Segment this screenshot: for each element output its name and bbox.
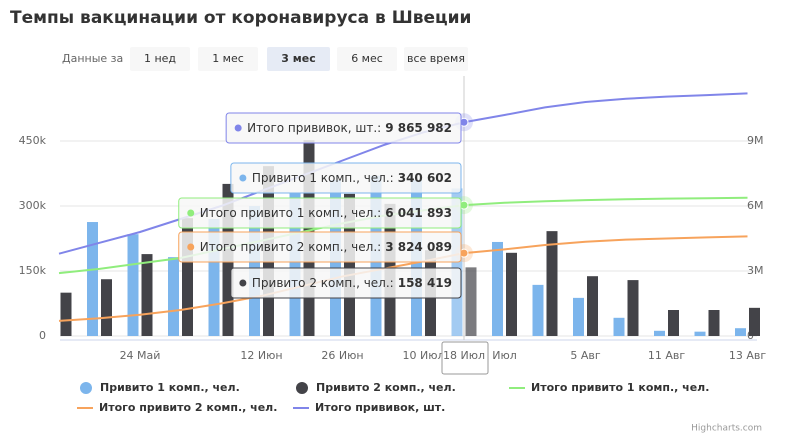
bar xyxy=(87,222,98,336)
tooltip-value: 9 865 982 xyxy=(385,121,452,135)
bar xyxy=(573,297,584,336)
x-tick-label: 26 Июн xyxy=(321,349,363,362)
x-tick-label: 5 Авг xyxy=(570,349,601,362)
tooltip-dot xyxy=(239,279,247,287)
bar xyxy=(627,280,639,336)
x-tick-label: 13 Авг xyxy=(729,349,767,362)
bar xyxy=(60,292,72,336)
bar xyxy=(654,330,665,336)
tooltip-dot xyxy=(187,243,195,251)
tooltip-value: 340 602 xyxy=(398,171,452,185)
tooltip-text: Привито 1 комп., чел.: 340 602 xyxy=(252,171,452,185)
tooltip-box xyxy=(230,162,462,194)
legend-label[interactable]: Итого привито 2 комп., чел. xyxy=(99,401,277,414)
tooltip-value: 6 041 893 xyxy=(385,206,452,220)
y-tick-label: 450k xyxy=(19,134,47,147)
bar xyxy=(101,279,112,336)
tooltip-sep: : xyxy=(390,276,394,290)
tooltip: Итого прививок, шт.: 9 865 982 xyxy=(225,112,462,144)
range-button-label[interactable]: 3 мес xyxy=(281,52,315,65)
tooltip-name: Привито 2 комп., чел. xyxy=(252,276,390,290)
tooltip-text: Итого привито 2 комп., чел.: 3 824 089 xyxy=(200,240,452,254)
legend-symbol xyxy=(296,382,308,394)
tooltip-name: Итого привито 2 комп., чел. xyxy=(200,240,377,254)
range-button[interactable] xyxy=(267,47,330,71)
bar xyxy=(587,276,598,336)
tooltip-sep: : xyxy=(390,171,394,185)
x-tick-label: 10 Июл xyxy=(402,349,444,362)
tooltip-text: Привито 2 комп., чел.: 158 419 xyxy=(252,276,452,290)
tooltip: Итого привито 2 комп., чел.: 3 824 089 xyxy=(178,231,462,263)
tooltip-dot xyxy=(234,124,242,132)
range-button-label[interactable]: 6 мес xyxy=(351,52,383,65)
tooltip-value: 158 419 xyxy=(398,276,452,290)
x-tick-label: 12 Июн xyxy=(240,349,282,362)
tooltip-name: Привито 1 комп., чел. xyxy=(252,171,390,185)
tooltip-value: 3 824 089 xyxy=(385,240,452,254)
tooltip-name: Итого привито 1 комп., чел. xyxy=(200,206,377,220)
tooltip-text: Итого привито 1 комп., чел.: 6 041 893 xyxy=(200,206,452,220)
range-button-label[interactable]: 1 нед xyxy=(144,52,176,65)
bar xyxy=(141,254,153,336)
x-tick-label: 11 Авг xyxy=(648,349,686,362)
legend-label[interactable]: Привито 2 комп., чел. xyxy=(316,381,456,394)
crosshair-label-box xyxy=(441,341,489,375)
bar xyxy=(208,219,220,336)
tooltip-box xyxy=(178,231,462,263)
tooltip: Привито 1 комп., чел.: 340 602 xyxy=(230,162,462,194)
range-label: Данные за xyxy=(62,52,123,65)
bar xyxy=(749,307,760,336)
bar xyxy=(613,317,625,336)
bar xyxy=(465,267,477,336)
bar xyxy=(127,234,139,336)
legend-label[interactable]: Итого прививок, шт. xyxy=(315,401,445,414)
y-tick-label: 300k xyxy=(19,199,47,212)
bar xyxy=(344,193,355,336)
y2-tick-label: 3M xyxy=(747,264,764,277)
bar xyxy=(532,284,544,336)
tooltip-dot xyxy=(239,174,247,182)
tooltip-box xyxy=(230,267,462,299)
bar xyxy=(668,310,679,336)
legend-label[interactable]: Итого привито 1 комп., чел. xyxy=(531,381,709,394)
range-button[interactable] xyxy=(198,47,258,71)
tooltip-sep: : xyxy=(377,206,381,220)
y2-tick-label: 9M xyxy=(747,134,764,147)
y-tick-label: 150k xyxy=(19,264,47,277)
range-button[interactable] xyxy=(337,47,397,71)
tooltip-dot xyxy=(187,209,195,217)
x-tick-label: Июл xyxy=(492,349,517,362)
bar xyxy=(182,218,193,336)
bar xyxy=(735,328,746,336)
range-button-label[interactable]: все время xyxy=(407,52,465,65)
legend-symbol xyxy=(80,382,92,394)
y-tick-label: 0 xyxy=(39,329,46,342)
tooltip-text: Итого прививок, шт.: 9 865 982 xyxy=(247,121,452,135)
bar xyxy=(168,257,179,336)
range-button[interactable] xyxy=(130,47,190,71)
x-tick-label: 18 Июл xyxy=(443,349,485,362)
y2-tick-label: 6M xyxy=(747,199,764,212)
tooltip-name: Итого прививок, шт. xyxy=(247,121,377,135)
bar xyxy=(289,193,301,336)
tooltip: Итого привито 1 комп., чел.: 6 041 893 xyxy=(178,197,462,229)
bar xyxy=(546,231,558,336)
bar xyxy=(708,310,720,336)
tooltip-box xyxy=(225,112,462,144)
tooltip-sep: : xyxy=(377,121,381,135)
bar xyxy=(694,331,706,336)
range-button[interactable] xyxy=(404,47,468,71)
legend-label[interactable]: Привито 1 комп., чел. xyxy=(100,381,240,394)
tooltip-sep: : xyxy=(377,240,381,254)
tooltip-box xyxy=(178,197,462,229)
x-tick-label: 24 Май xyxy=(120,349,161,362)
bar xyxy=(492,241,503,336)
line xyxy=(58,235,748,322)
credits[interactable]: Highcharts.com xyxy=(691,424,762,434)
range-button-label[interactable]: 1 мес xyxy=(212,52,244,65)
tooltip: Привито 2 комп., чел.: 158 419 xyxy=(230,267,462,299)
bar xyxy=(506,252,517,336)
chart-title: Темпы вакцинации от коронавируса в Швеци… xyxy=(10,8,471,28)
